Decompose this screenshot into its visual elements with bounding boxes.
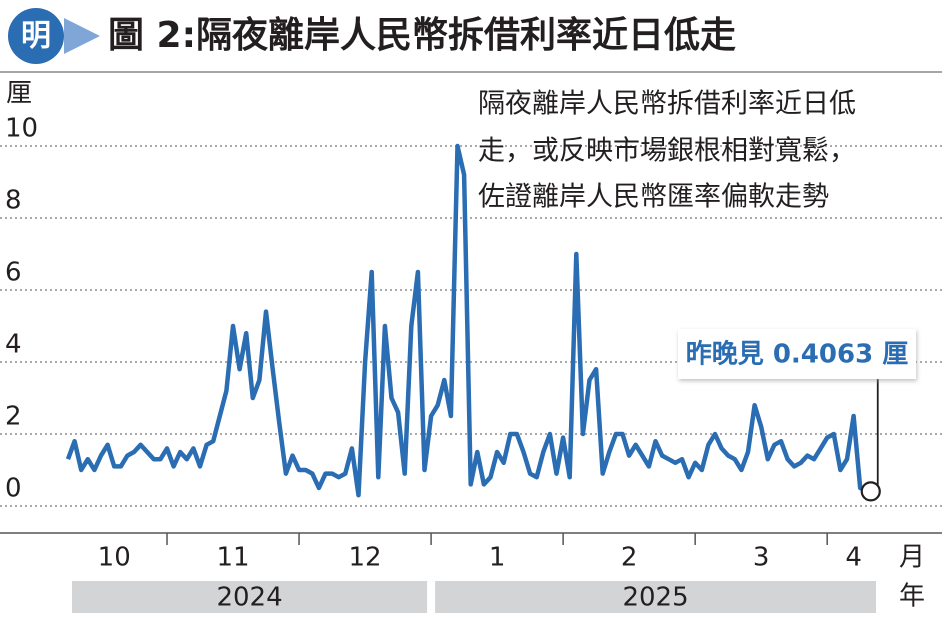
- note-line: 走，或反映市場銀根相對寬鬆，: [478, 136, 856, 167]
- x-tick-label: 10: [98, 543, 131, 573]
- x-tick-label: 3: [753, 543, 770, 573]
- annotation: 昨晚見 0.4063 厘: [686, 340, 908, 370]
- annotation-box: [678, 329, 916, 379]
- y-tick-label: 8: [5, 186, 22, 216]
- year-band-label: 2025: [622, 583, 688, 613]
- y-tick-label: 0: [5, 474, 22, 504]
- y-tick-label: 4: [5, 330, 22, 360]
- note-line: 隔夜離岸人民幣拆借利率近日低: [478, 89, 856, 120]
- logo: 明: [21, 19, 51, 54]
- x-tick-label: 1: [489, 543, 506, 573]
- x-tick-label: 4: [845, 543, 862, 573]
- chart-title: 圖 2:隔夜離岸人民幣拆借利率近日低走: [108, 15, 736, 56]
- year-band: [435, 581, 876, 613]
- note-line: 佐證離岸人民幣匯率偏軟走勢: [478, 182, 829, 213]
- logo-badge: [8, 8, 64, 64]
- y-tick-label: 6: [5, 258, 22, 288]
- latest-point: [860, 481, 881, 502]
- year-band-label: 2024: [216, 583, 282, 613]
- year-band: [72, 581, 428, 613]
- y-axis-label: 厘: [6, 79, 32, 109]
- series-line: [65, 143, 872, 498]
- x-tick-label: 2: [621, 543, 638, 573]
- y-tick-label: 2: [5, 402, 22, 432]
- x-tick-label: 12: [349, 543, 382, 573]
- x-axis-label: 月: [899, 543, 925, 573]
- year-label: 年: [899, 582, 925, 612]
- x-tick-label: 11: [216, 543, 249, 573]
- y-tick-label: 10: [5, 114, 38, 144]
- logo-accent: [64, 18, 100, 54]
